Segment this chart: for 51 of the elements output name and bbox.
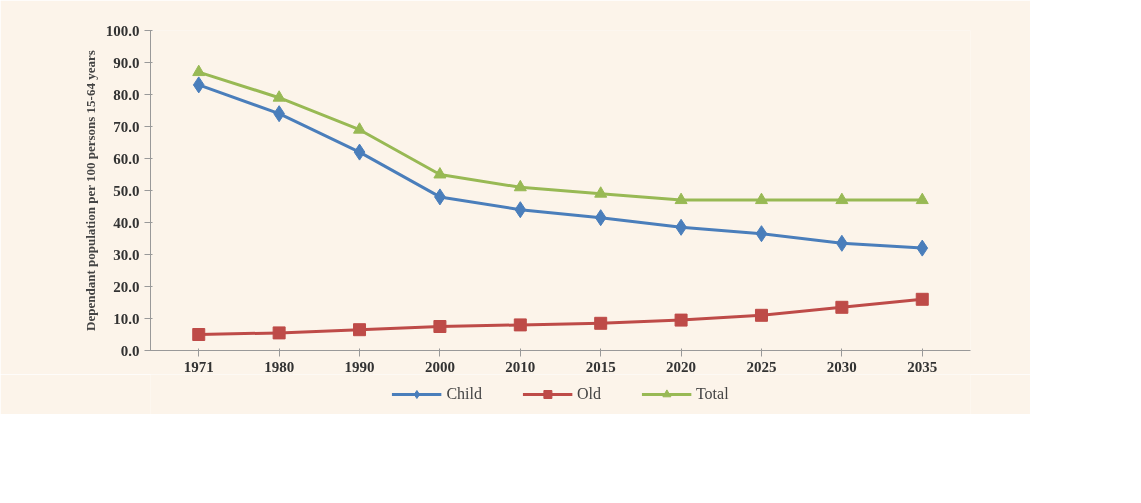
point: [192, 76, 205, 94]
legend-label: Child: [446, 385, 482, 403]
y-tick-label: 10.0: [113, 310, 140, 327]
x-tick-label: 2025: [746, 358, 777, 375]
x-tick-label: 1980: [264, 358, 295, 375]
point: [353, 323, 367, 337]
y-tick-label: 40.0: [113, 214, 140, 231]
point: [835, 300, 849, 314]
x-tick-label: 2020: [666, 358, 697, 375]
y-tick-label: 90.0: [113, 54, 140, 71]
point: [915, 292, 929, 306]
point: [674, 192, 688, 205]
y-tick-label: 100.0: [105, 22, 140, 39]
point: [754, 192, 768, 205]
y-tick-label: 50.0: [113, 182, 140, 199]
x-tick-label: 2015: [585, 358, 616, 375]
point: [272, 326, 286, 340]
point: [433, 320, 447, 333]
point: [594, 316, 608, 330]
y-tick-label: 60.0: [113, 150, 140, 167]
point: [915, 192, 929, 205]
point: [755, 225, 768, 243]
point: [192, 64, 206, 77]
point: [594, 186, 608, 198]
x-tick-label: 2000: [424, 358, 455, 375]
x-tick-label: 2010: [505, 358, 536, 375]
y-tick-label: 70.0: [113, 118, 140, 135]
legend-label: Old: [576, 385, 601, 403]
point: [272, 90, 286, 102]
point: [594, 209, 607, 227]
point: [353, 143, 366, 161]
legend-label: Total: [695, 385, 729, 403]
y-tick-label: 30.0: [113, 246, 140, 263]
point: [835, 192, 849, 205]
x-tick-label: 2030: [826, 358, 857, 375]
point: [513, 318, 527, 332]
point: [513, 179, 527, 192]
y-tick-label: 0.0: [120, 342, 140, 359]
y-tick-label: 20.0: [113, 278, 140, 295]
point: [514, 201, 527, 219]
point: [754, 308, 768, 322]
point: [192, 328, 206, 341]
point: [433, 167, 447, 179]
y-tick-label: 80.0: [113, 86, 140, 103]
x-tick-label: 1971: [183, 358, 214, 375]
x-tick-label: 1990: [344, 358, 375, 375]
point: [674, 313, 688, 327]
point: [916, 239, 929, 257]
y-axis-title: Dependant population per 100 persons 15-64 years: [82, 50, 98, 331]
point: [353, 122, 367, 134]
x-tick-label: 2035: [907, 358, 938, 375]
